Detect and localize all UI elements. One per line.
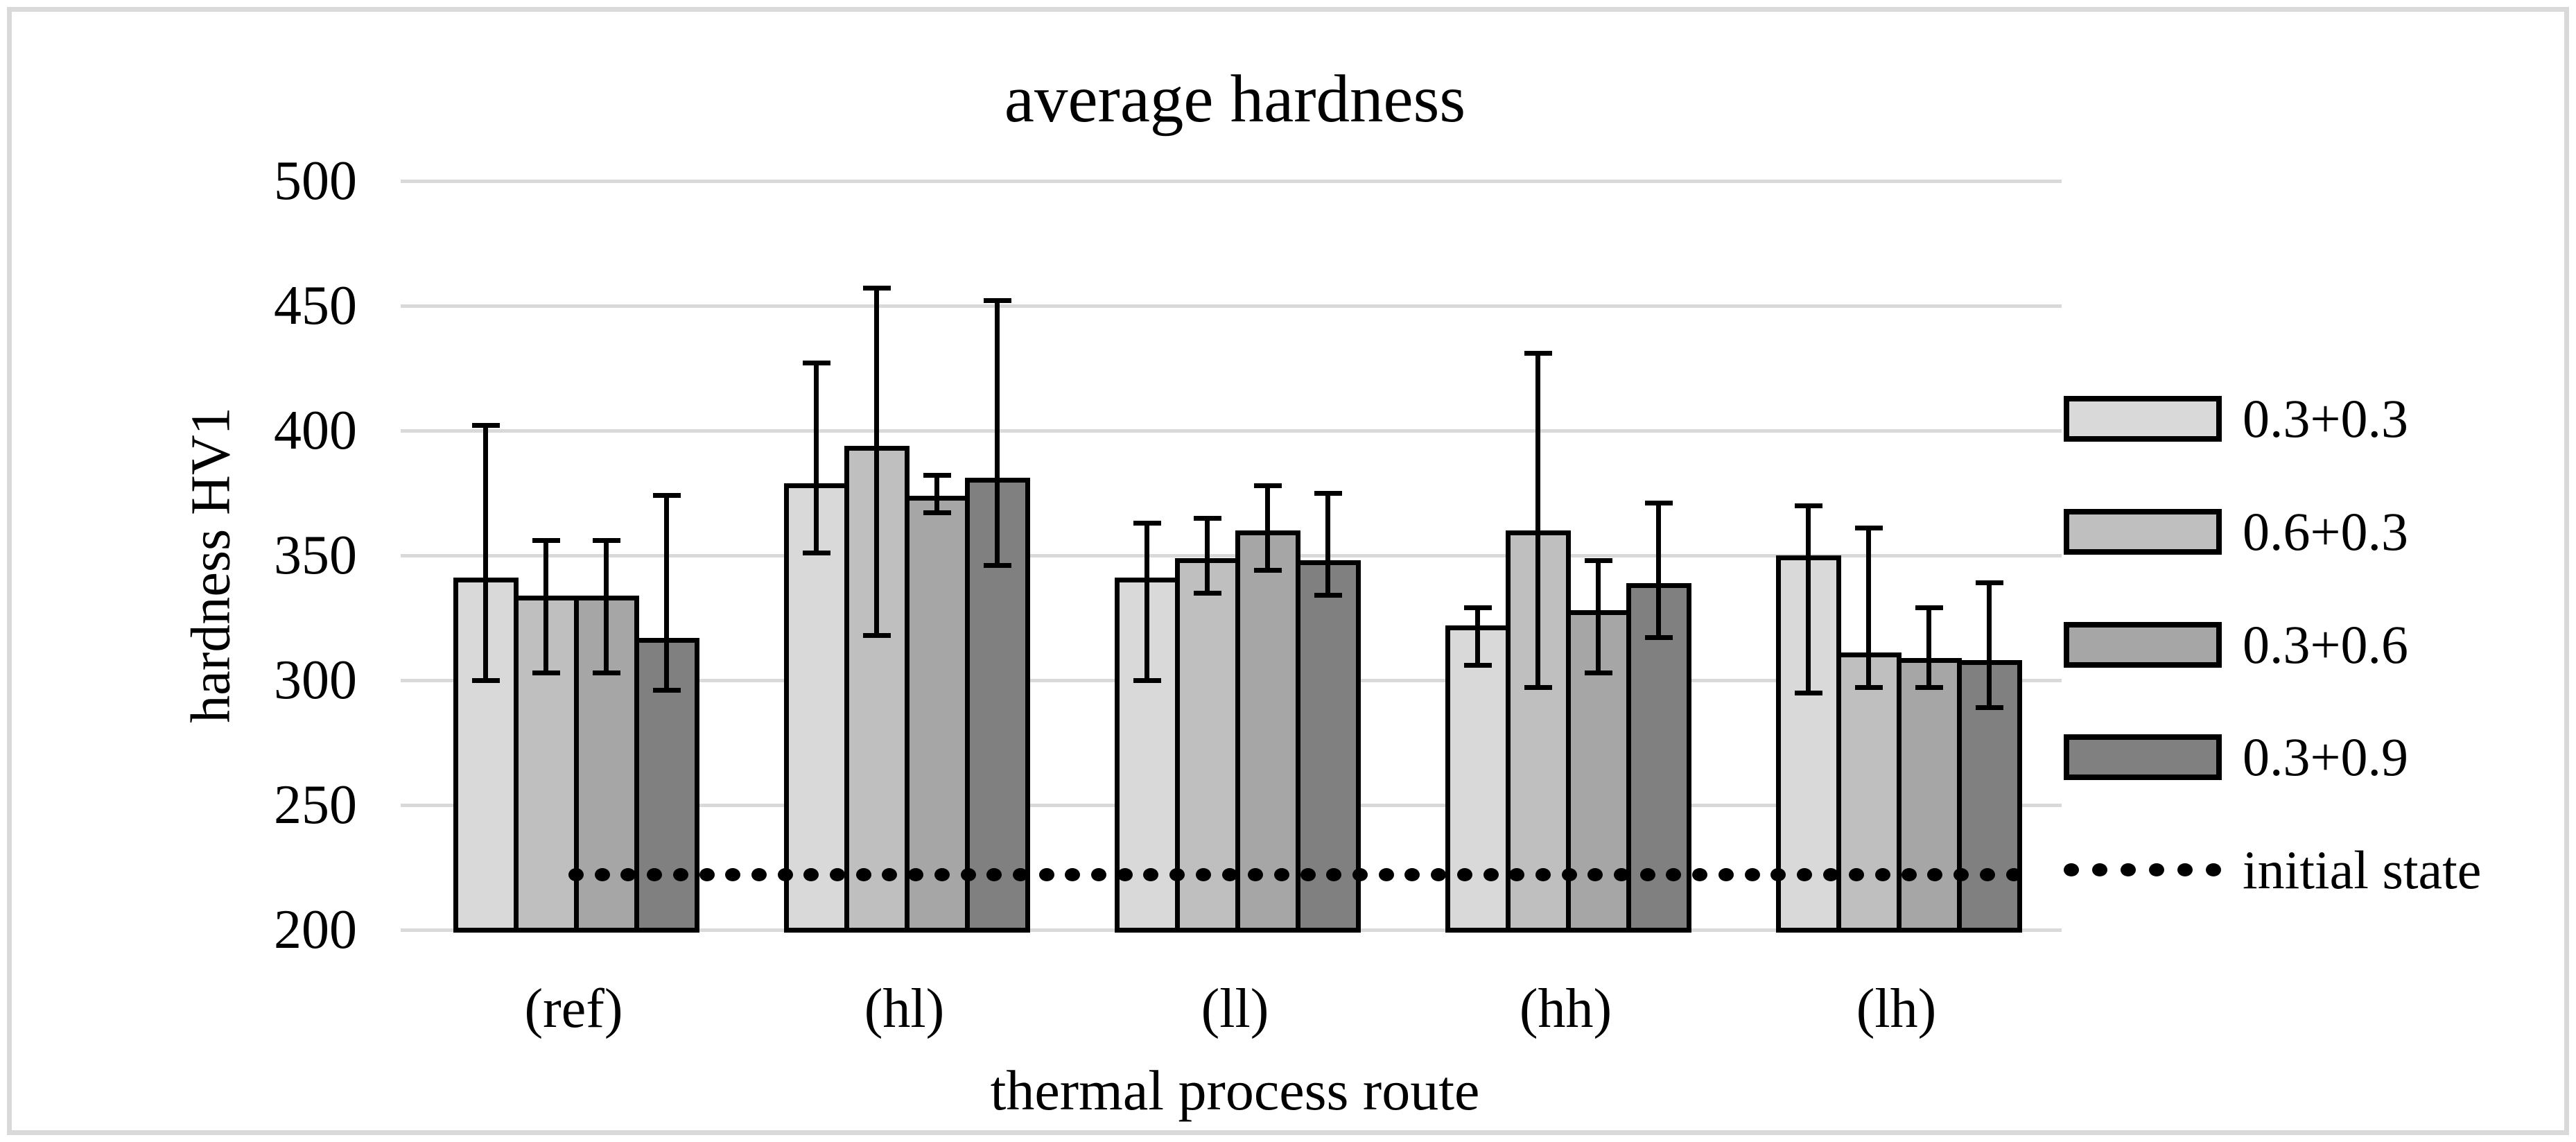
x-axis-title: thermal process route (990, 1059, 1480, 1122)
figure-border (7, 7, 2569, 1135)
y-axis-title: hardness HV1 (180, 407, 242, 723)
chart-title: average hardness (1004, 62, 1466, 136)
